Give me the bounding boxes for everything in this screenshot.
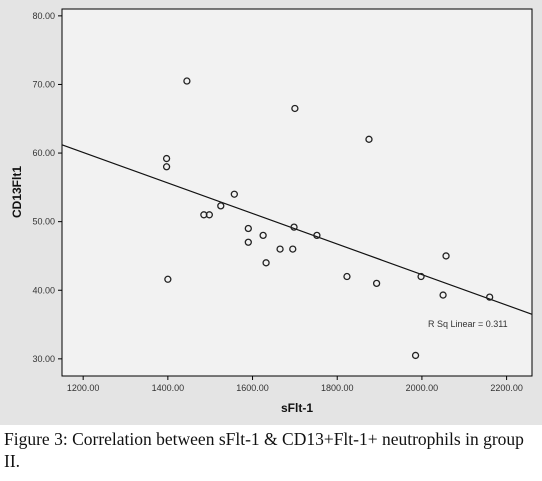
data-point [259, 231, 267, 240]
data-point [372, 279, 381, 288]
x-tick-label: 2000.00 [406, 383, 439, 393]
data-point [313, 231, 321, 240]
y-tick-label: 50.00 [32, 217, 55, 227]
y-axis: 30.00 40.00 50.00 60.00 70.00 80.00 [32, 11, 62, 364]
x-axis-title: sFlt-1 [281, 401, 313, 415]
figure-caption: Figure 3: Correlation between sFlt-1 & C… [4, 428, 540, 472]
data-point [262, 259, 270, 267]
data-point [365, 135, 373, 143]
y-tick-label: 70.00 [32, 79, 55, 89]
data-point [442, 252, 450, 260]
data-point [439, 291, 447, 299]
x-tick-label: 1600.00 [236, 383, 269, 393]
y-axis-title: CD13Flt1 [10, 166, 24, 218]
data-point [486, 293, 494, 301]
data-point [244, 238, 252, 246]
y-tick-label: 80.00 [32, 11, 55, 21]
y-tick-label: 40.00 [32, 285, 55, 295]
x-tick-label: 1200.00 [67, 383, 100, 393]
data-point [183, 77, 191, 85]
x-tick-label: 1400.00 [152, 383, 185, 393]
data-point [244, 224, 252, 233]
y-tick-label: 60.00 [32, 148, 55, 158]
data-point [411, 351, 420, 360]
y-tick-label: 30.00 [32, 354, 55, 364]
data-point [162, 154, 171, 163]
data-point [343, 272, 351, 281]
plot-area [61, 8, 533, 377]
scatter-chart: 1200.00 1400.00 1600.00 1800.00 2000.00 2200.… [0, 0, 542, 425]
figure-label: Figure 3: [4, 429, 68, 449]
data-point [290, 223, 298, 231]
data-point [162, 163, 171, 171]
data-point [276, 245, 284, 253]
data-point [417, 272, 425, 281]
r-squared-annotation: R Sq Linear = 0.311 [428, 319, 508, 329]
data-point [289, 245, 297, 253]
x-tick-label: 2200.00 [490, 383, 523, 393]
figure-caption-text: Correlation between sFlt-1 & CD13+Flt-1+… [4, 429, 524, 471]
data-point [217, 202, 225, 210]
x-tick-label: 1800.00 [321, 383, 354, 393]
data-point [230, 190, 238, 198]
data-point [164, 275, 172, 283]
data-points [162, 77, 494, 360]
x-axis: 1200.00 1400.00 1600.00 1800.00 2000.00 2200.… [67, 376, 523, 393]
data-point [291, 104, 299, 113]
data-point [205, 211, 214, 219]
regression-fit-line [61, 144, 533, 315]
